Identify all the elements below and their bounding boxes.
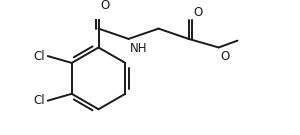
Text: Cl: Cl [34,94,45,107]
Text: Cl: Cl [34,50,45,63]
Text: O: O [220,50,230,63]
Text: NH: NH [129,42,147,55]
Text: O: O [193,6,202,19]
Text: O: O [100,0,110,12]
